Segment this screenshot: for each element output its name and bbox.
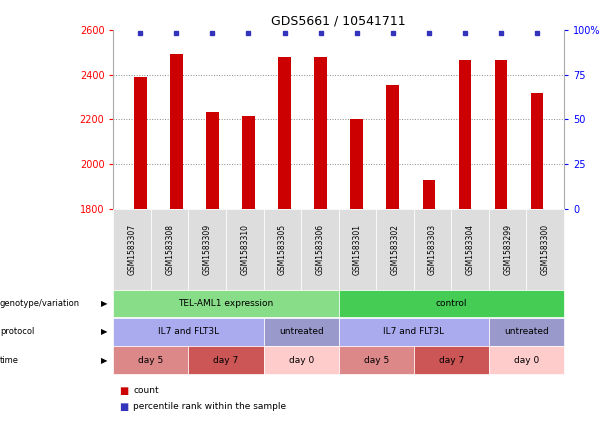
- Title: GDS5661 / 10541711: GDS5661 / 10541711: [272, 14, 406, 27]
- Bar: [351, 119, 363, 209]
- Text: time: time: [0, 356, 19, 365]
- Bar: [278, 57, 291, 209]
- Text: GSM1583301: GSM1583301: [353, 224, 362, 275]
- Bar: [531, 93, 544, 209]
- Bar: [422, 180, 435, 209]
- Text: GSM1583299: GSM1583299: [503, 224, 512, 275]
- Text: protocol: protocol: [0, 327, 34, 336]
- Text: GSM1583310: GSM1583310: [240, 224, 249, 275]
- Bar: [495, 60, 508, 209]
- Text: untreated: untreated: [504, 327, 549, 336]
- Bar: [170, 54, 183, 209]
- Text: GSM1583302: GSM1583302: [390, 224, 400, 275]
- Bar: [134, 77, 147, 209]
- Bar: [387, 85, 399, 209]
- Text: GSM1583308: GSM1583308: [166, 224, 174, 275]
- Bar: [459, 60, 471, 209]
- Text: day 5: day 5: [139, 356, 164, 365]
- Text: day 0: day 0: [289, 356, 314, 365]
- Text: TEL-AML1 expression: TEL-AML1 expression: [178, 299, 273, 308]
- Text: control: control: [436, 299, 467, 308]
- Text: GSM1583304: GSM1583304: [466, 224, 474, 275]
- Bar: [206, 112, 219, 209]
- Text: ▶: ▶: [101, 299, 107, 308]
- Text: day 7: day 7: [213, 356, 238, 365]
- Text: untreated: untreated: [279, 327, 324, 336]
- Text: genotype/variation: genotype/variation: [0, 299, 80, 308]
- Text: GSM1583307: GSM1583307: [128, 224, 137, 275]
- Text: GSM1583300: GSM1583300: [541, 224, 550, 275]
- Bar: [314, 57, 327, 209]
- Text: ■: ■: [120, 386, 129, 396]
- Text: IL7 and FLT3L: IL7 and FLT3L: [158, 327, 219, 336]
- Text: percentile rank within the sample: percentile rank within the sample: [133, 402, 286, 412]
- Text: ▶: ▶: [101, 327, 107, 336]
- Text: GSM1583305: GSM1583305: [278, 224, 287, 275]
- Text: day 0: day 0: [514, 356, 539, 365]
- Text: GSM1583309: GSM1583309: [203, 224, 211, 275]
- Text: count: count: [133, 386, 159, 396]
- Text: day 7: day 7: [439, 356, 464, 365]
- Text: ▶: ▶: [101, 356, 107, 365]
- Text: ■: ■: [120, 402, 129, 412]
- Bar: [242, 116, 255, 209]
- Text: IL7 and FLT3L: IL7 and FLT3L: [383, 327, 444, 336]
- Text: GSM1583303: GSM1583303: [428, 224, 437, 275]
- Text: day 5: day 5: [364, 356, 389, 365]
- Text: GSM1583306: GSM1583306: [316, 224, 324, 275]
